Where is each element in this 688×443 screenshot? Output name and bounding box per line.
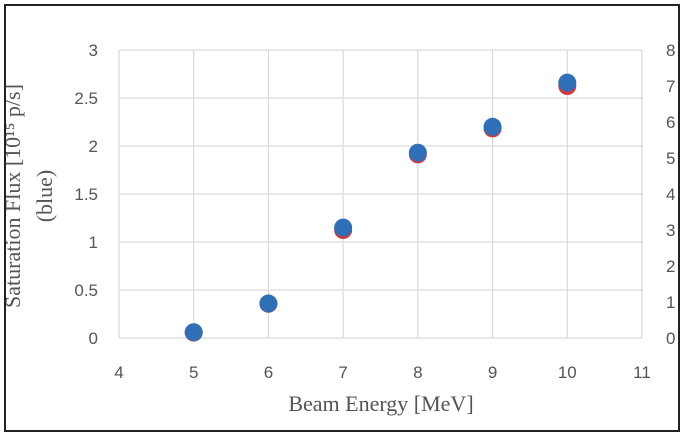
point-series1-5 (558, 73, 577, 92)
y-left-axis-label-cropped: Saturation Flux [10¹⁵ p/s] (6, 84, 25, 308)
x-tick-label-3: 7 (338, 363, 347, 382)
x-tick-labels: 4 5 6 7 8 9 10 11 (114, 363, 651, 382)
y-right-tick-label-5: 5 (666, 149, 675, 168)
x-tick-label-6: 10 (558, 363, 577, 382)
y-right-tick-label-1: 1 (666, 293, 675, 312)
y-left-tick-label-5: 2.5 (74, 89, 98, 108)
y-left-tick-label-4: 2 (89, 137, 98, 156)
y-left-tick-label-2: 1 (89, 233, 98, 252)
y-right-tick-labels: 0 1 2 3 4 5 6 7 8 (666, 41, 675, 348)
y-left-axis-label: (blue) (32, 170, 57, 223)
y-left-tick-label-3: 1.5 (74, 185, 98, 204)
x-tick-label-5: 9 (488, 363, 497, 382)
y-right-tick-label-0: 0 (666, 329, 675, 348)
y-right-tick-label-8: 8 (666, 41, 675, 60)
x-tick-label-4: 8 (413, 363, 422, 382)
point-series1-1 (259, 294, 278, 313)
x-tick-label-0: 4 (114, 363, 123, 382)
y-right-tick-label-4: 4 (666, 185, 675, 204)
x-tick-label-7: 11 (633, 363, 651, 382)
point-series1-0 (184, 323, 203, 342)
y-left-tick-label-6: 3 (89, 41, 98, 60)
chart-frame: 4 5 6 7 8 9 10 11 0 0.5 1 1.5 2 2.5 3 0 1 2 3 4 5 6 7 8 Beam … (4, 4, 680, 432)
y-left-tick-label-1: 0.5 (74, 281, 98, 300)
data-points (184, 73, 577, 342)
y-left-tick-labels: 0 0.5 1 1.5 2 2.5 3 (74, 41, 98, 348)
grid (118, 49, 643, 339)
point-series1-2 (334, 218, 353, 237)
point-series1-3 (408, 143, 427, 162)
point-series1-4 (483, 117, 502, 136)
y-right-tick-label-3: 3 (666, 221, 675, 240)
x-tick-label-1: 5 (189, 363, 198, 382)
x-axis-label: Beam Energy [MeV] (288, 391, 473, 416)
y-left-tick-label-0: 0 (89, 329, 98, 348)
scatter-chart: 4 5 6 7 8 9 10 11 0 0.5 1 1.5 2 2.5 3 0 1 2 3 4 5 6 7 8 Beam … (6, 41, 675, 416)
y-right-tick-label-7: 7 (666, 77, 675, 96)
y-right-tick-label-2: 2 (666, 257, 675, 276)
x-tick-label-2: 6 (264, 363, 273, 382)
y-right-tick-label-6: 6 (666, 113, 675, 132)
